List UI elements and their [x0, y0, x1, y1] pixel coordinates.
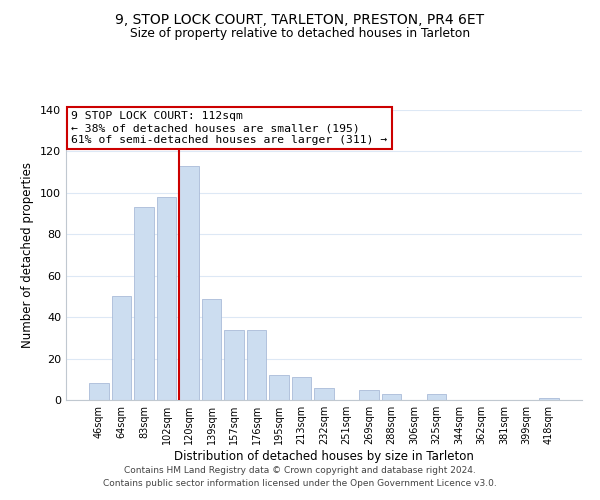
Bar	[292, 377, 311, 400]
Bar	[382, 394, 401, 400]
Bar	[112, 296, 131, 400]
Bar	[224, 330, 244, 400]
X-axis label: Distribution of detached houses by size in Tarleton: Distribution of detached houses by size …	[174, 450, 474, 463]
Bar	[247, 330, 266, 400]
Bar	[202, 298, 221, 400]
Bar	[134, 208, 154, 400]
Y-axis label: Number of detached properties: Number of detached properties	[22, 162, 34, 348]
Bar	[359, 390, 379, 400]
Text: Size of property relative to detached houses in Tarleton: Size of property relative to detached ho…	[130, 28, 470, 40]
Bar	[89, 384, 109, 400]
Text: Contains HM Land Registry data © Crown copyright and database right 2024.
Contai: Contains HM Land Registry data © Crown c…	[103, 466, 497, 487]
Bar	[269, 375, 289, 400]
Bar	[539, 398, 559, 400]
Bar	[179, 166, 199, 400]
Text: 9, STOP LOCK COURT, TARLETON, PRESTON, PR4 6ET: 9, STOP LOCK COURT, TARLETON, PRESTON, P…	[115, 12, 485, 26]
Bar	[314, 388, 334, 400]
Text: 9 STOP LOCK COURT: 112sqm
← 38% of detached houses are smaller (195)
61% of semi: 9 STOP LOCK COURT: 112sqm ← 38% of detac…	[71, 112, 388, 144]
Bar	[427, 394, 446, 400]
Bar	[157, 197, 176, 400]
